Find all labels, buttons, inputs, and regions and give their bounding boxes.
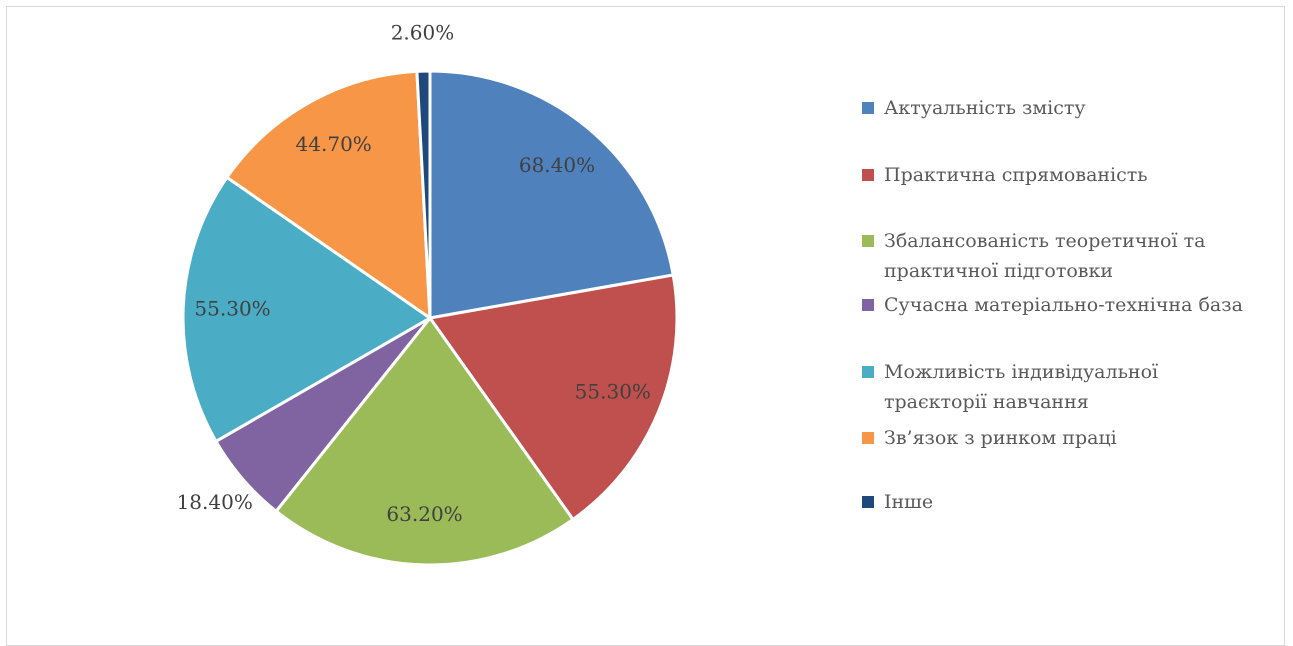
- legend-label: Зв’язок з ринком праці: [884, 427, 1117, 449]
- legend-swatch: [862, 432, 874, 444]
- data-label: 2.60%: [391, 21, 455, 45]
- pie-slice: [224, 69, 432, 321]
- data-label: 18.40%: [177, 490, 253, 514]
- legend-swatch: [862, 299, 874, 311]
- legend-label: Інше: [884, 491, 934, 513]
- data-label: 68.40%: [519, 153, 595, 177]
- legend-swatch: [862, 102, 874, 114]
- legend-item: Актуальність змісту: [862, 93, 1282, 123]
- legend-label: Сучасна матеріально-технічна база: [884, 294, 1243, 316]
- pie-slice: [427, 273, 679, 522]
- data-label: 63.20%: [386, 502, 462, 526]
- legend-item: Практична спрямованість: [862, 160, 1282, 190]
- legend-swatch: [862, 366, 874, 378]
- data-label: 44.70%: [296, 132, 372, 156]
- legend-swatch: [862, 169, 874, 181]
- pie-slice: [415, 69, 432, 319]
- legend-item: Збалансованість теоретичної та практично…: [862, 226, 1282, 286]
- legend-swatch: [862, 235, 874, 247]
- legend-swatch: [862, 496, 874, 508]
- legend-label: Практична спрямованість: [884, 164, 1148, 186]
- legend-item: Можливість індивідуальної траєкторії нав…: [862, 357, 1282, 417]
- legend-label: Можливість індивідуальної траєкторії нав…: [884, 361, 1159, 413]
- pie-slice: [428, 69, 675, 320]
- legend-item: Інше: [862, 487, 1282, 517]
- pie-slice: [181, 175, 433, 444]
- pie-slice: [274, 315, 576, 567]
- legend-label: Збалансованість теоретичної та практично…: [884, 230, 1206, 282]
- legend-item: Сучасна матеріально-технічна база: [862, 290, 1282, 320]
- data-label: 55.30%: [194, 296, 270, 320]
- legend-item: Зв’язок з ринком праці: [862, 423, 1282, 453]
- legend-label: Актуальність змісту: [884, 97, 1086, 119]
- data-label: 55.30%: [575, 379, 651, 403]
- chart: 68.40% 55.30% 63.20% 18.40% 55.30% 44.70% 2.60…: [177, 21, 679, 567]
